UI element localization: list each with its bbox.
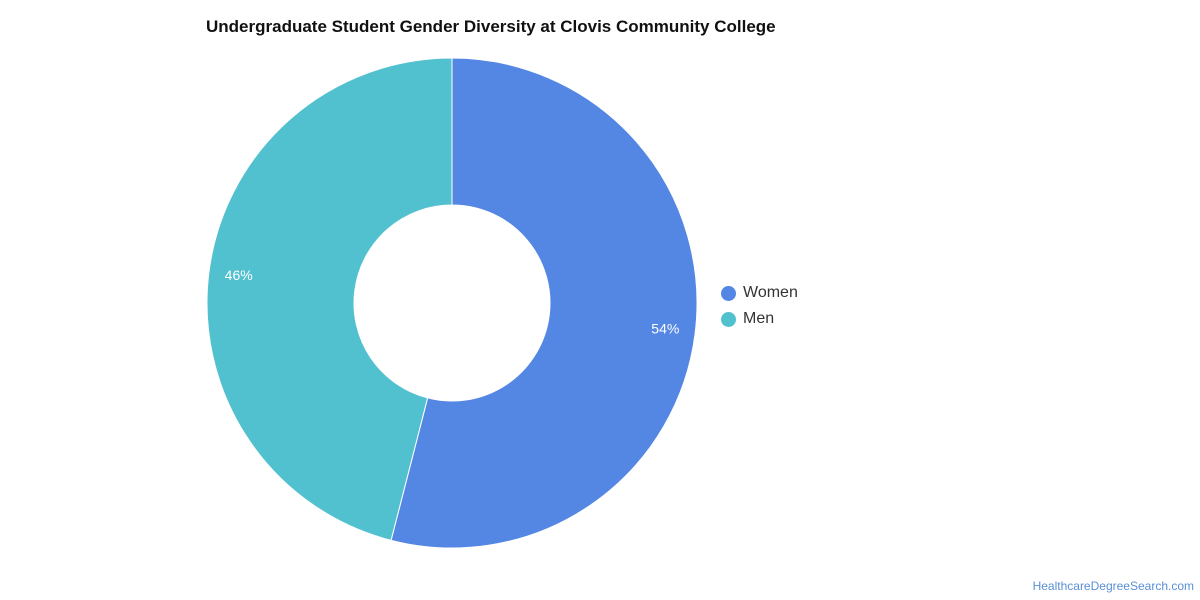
source-link[interactable]: HealthcareDegreeSearch.com xyxy=(1032,579,1194,593)
slice-label-women: 54% xyxy=(651,321,679,337)
legend-label-men: Men xyxy=(743,310,775,327)
legend-label-women: Women xyxy=(743,284,798,301)
donut-slices xyxy=(206,57,698,549)
donut-slice-men[interactable] xyxy=(206,57,453,541)
chart-legend: Women Men xyxy=(721,280,798,332)
donut-slice-women[interactable] xyxy=(390,57,698,549)
legend-swatch-women xyxy=(721,285,736,301)
donut-slice-labels: 54% 46% xyxy=(225,267,680,337)
slice-label-men: 46% xyxy=(225,267,253,283)
legend-item-men[interactable]: Men xyxy=(721,306,798,332)
legend-swatch-men xyxy=(721,311,736,327)
legend-item-women[interactable]: Women xyxy=(721,280,798,306)
chart-title: Undergraduate Student Gender Diversity a… xyxy=(206,17,776,36)
